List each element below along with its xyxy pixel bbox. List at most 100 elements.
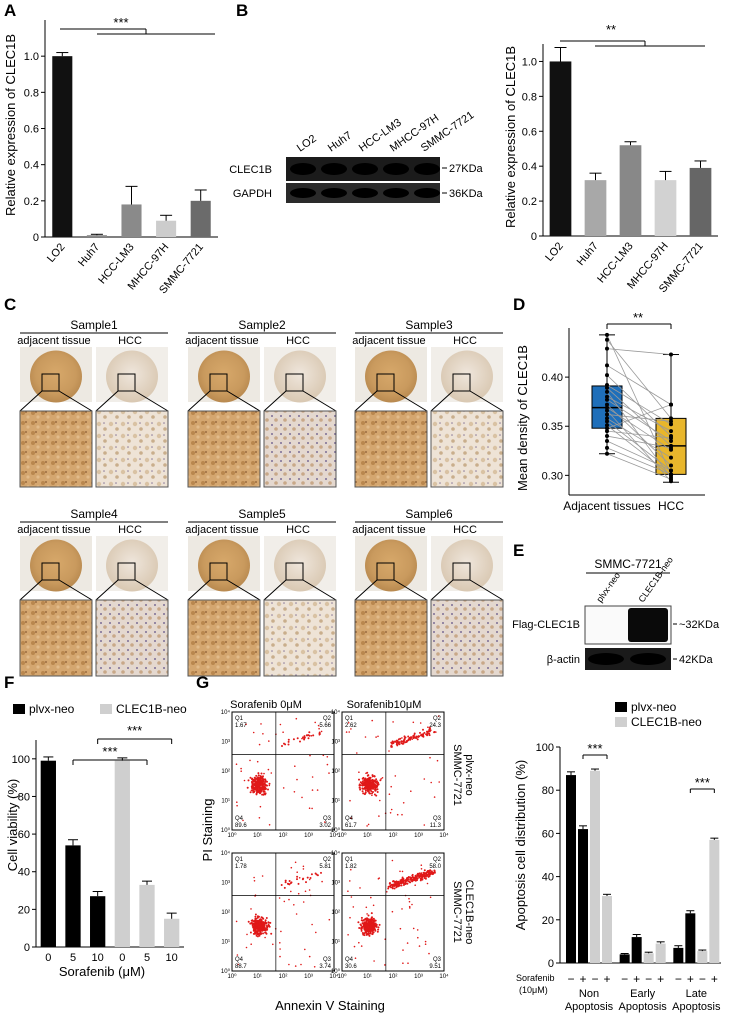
zoom-box-adjacent bbox=[376, 562, 395, 581]
flow-dot bbox=[363, 927, 366, 930]
flow-dot bbox=[374, 789, 377, 792]
zoom-line bbox=[302, 579, 337, 601]
flow-dot bbox=[287, 738, 290, 741]
flow-q1-value: 1.82 bbox=[345, 864, 357, 870]
flow-dot bbox=[303, 735, 306, 738]
flow-dot bbox=[395, 741, 398, 744]
flow-dot bbox=[318, 732, 321, 735]
flow-dot bbox=[386, 891, 388, 893]
flow-dot bbox=[370, 921, 372, 924]
flow-dot bbox=[388, 750, 390, 752]
flow-dot bbox=[251, 781, 254, 784]
panel-d-point bbox=[669, 472, 673, 477]
flow-dot bbox=[360, 916, 363, 919]
flow-dot bbox=[411, 873, 414, 876]
flow-dot bbox=[361, 780, 364, 783]
panel-d-pair-line bbox=[606, 447, 672, 475]
flow-ytick-label: 10³ bbox=[331, 881, 340, 887]
legend-g-label-clec1b: CLEC1B-neo bbox=[631, 715, 702, 729]
legend-g-swatch-plvx bbox=[615, 702, 627, 712]
flow-q4-value: 30.6 bbox=[345, 964, 357, 970]
flow-dot bbox=[371, 928, 373, 930]
tma-core-hcc bbox=[106, 539, 158, 592]
panel-g-sign: − bbox=[591, 972, 598, 986]
flow-row-label-1b: CLEC1B-neo bbox=[463, 880, 475, 945]
flow-dot bbox=[411, 903, 413, 906]
tma-core-adjacent bbox=[30, 539, 82, 592]
panel-f-ytick-label: 40 bbox=[18, 867, 30, 879]
panel-d-point bbox=[605, 385, 609, 390]
flow-dot bbox=[370, 912, 373, 915]
panel-d-point bbox=[605, 419, 609, 424]
flow-dot bbox=[256, 778, 258, 781]
flow-dot bbox=[394, 740, 397, 743]
flow-dot bbox=[296, 878, 298, 881]
panel-f-bar bbox=[164, 918, 180, 947]
flow-dot bbox=[246, 933, 248, 936]
flow-dot bbox=[263, 788, 266, 791]
flow-dot bbox=[378, 923, 381, 926]
flow-dot bbox=[399, 927, 402, 930]
flow-dot bbox=[371, 775, 374, 778]
panel-d-point bbox=[605, 445, 609, 450]
flow-dot bbox=[367, 783, 370, 786]
blot-band-gapdh bbox=[290, 188, 316, 198]
flow-dot bbox=[414, 884, 417, 886]
flow-dot bbox=[364, 791, 367, 794]
flow-dot bbox=[423, 731, 426, 734]
panel-d-point bbox=[605, 373, 609, 378]
blot-band-gapdh bbox=[321, 188, 347, 198]
flow-dot bbox=[328, 918, 331, 921]
flow-dot bbox=[270, 772, 273, 774]
panel-f-ytick-label: 80 bbox=[18, 791, 30, 803]
flow-dot bbox=[358, 778, 360, 781]
flow-dot bbox=[260, 772, 263, 775]
flow-dot bbox=[296, 778, 298, 781]
flow-dot bbox=[290, 890, 292, 893]
flow-xtick-label: 10¹ bbox=[363, 974, 372, 980]
zoom-line bbox=[58, 579, 93, 601]
flow-dot bbox=[288, 883, 291, 886]
flow-dot bbox=[260, 919, 263, 922]
flow-dot bbox=[369, 777, 372, 779]
flow-dot bbox=[423, 869, 426, 872]
panel-g-sign: − bbox=[699, 972, 706, 986]
flow-dot bbox=[373, 779, 375, 782]
flow-dot bbox=[358, 771, 360, 773]
zoom-box-adjacent bbox=[41, 373, 60, 392]
zoom-line bbox=[226, 390, 261, 412]
zoom-line bbox=[263, 390, 287, 412]
flow-dot bbox=[296, 737, 299, 740]
flow-dot bbox=[389, 812, 392, 814]
flow-dot bbox=[309, 754, 311, 757]
flow-dot bbox=[428, 732, 431, 735]
flow-dot bbox=[256, 789, 259, 792]
flow-dot bbox=[255, 934, 258, 937]
panel-d-point bbox=[605, 426, 609, 431]
flow-dot bbox=[258, 780, 261, 783]
flow-dot bbox=[423, 778, 426, 780]
panel-g-significance: *** bbox=[587, 741, 602, 756]
panel-b-bar bbox=[549, 61, 572, 236]
flow-dot bbox=[395, 884, 398, 886]
flow-dot bbox=[287, 740, 290, 743]
flow-dot bbox=[409, 907, 411, 909]
flow-dot bbox=[402, 884, 405, 886]
zoom-image-hcc bbox=[263, 410, 337, 488]
flow-dot bbox=[247, 779, 250, 782]
flow-dot bbox=[364, 778, 367, 781]
tma-core-adjacent bbox=[365, 539, 417, 592]
flow-dot bbox=[410, 790, 412, 792]
flow-dot bbox=[376, 780, 378, 783]
panel-b-xtick-label: Huh7 bbox=[575, 240, 601, 268]
flow-dot bbox=[429, 896, 432, 899]
flow-dot bbox=[375, 784, 378, 787]
flow-dot bbox=[265, 932, 268, 935]
flow-q3-value: 9.51 bbox=[429, 964, 441, 970]
flow-dot bbox=[311, 923, 313, 926]
flow-dot bbox=[360, 945, 363, 947]
panel-g-sign: + bbox=[687, 972, 694, 986]
flow-dot bbox=[426, 882, 429, 885]
panel-f-bar bbox=[65, 845, 81, 947]
flow-dot bbox=[379, 799, 381, 802]
